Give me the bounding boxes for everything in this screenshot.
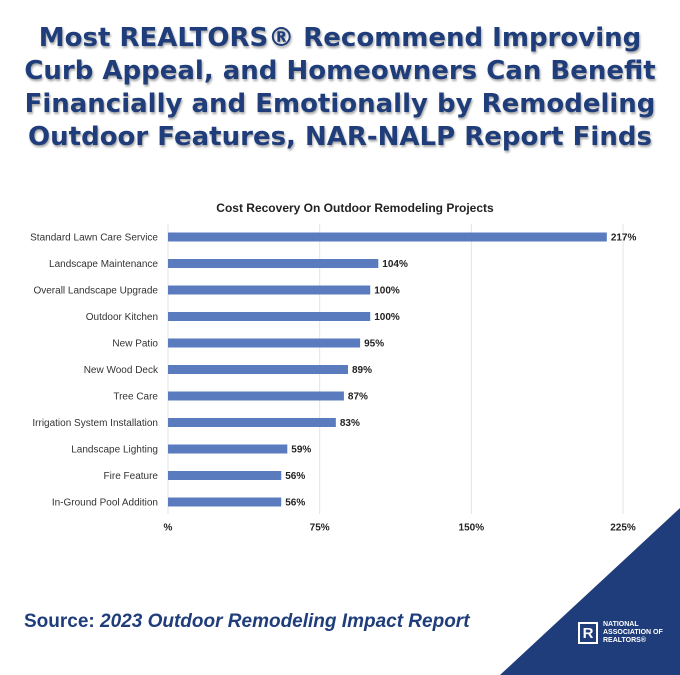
bar	[168, 312, 371, 321]
y-tick-label: Landscape Lighting	[71, 445, 158, 456]
headline: Most REALTORS® Recommend Improving Curb …	[24, 23, 656, 152]
y-tick-label: New Wood Deck	[84, 365, 159, 376]
y-tick-label: Landscape Maintenance	[49, 259, 158, 270]
bar	[168, 365, 348, 374]
y-tick-label: New Patio	[112, 339, 158, 350]
value-label: 56%	[285, 471, 305, 482]
bar	[168, 418, 336, 427]
y-tick-label: Fire Feature	[104, 471, 159, 482]
value-label: 217%	[611, 233, 637, 244]
bar	[168, 391, 344, 401]
bar	[168, 444, 288, 454]
source: Source: 2023 Outdoor Remodeling Impact R…	[24, 610, 494, 634]
bar	[168, 259, 379, 268]
logo: R NATIONAL ASSOCIATION OF REALTORS®	[578, 621, 671, 645]
y-tick-label: In-Ground Pool Addition	[52, 498, 158, 509]
value-label: 100%	[374, 286, 400, 297]
source-prefix: Source:	[24, 611, 95, 632]
value-label: 100%	[374, 312, 400, 323]
logo-text: NATIONAL ASSOCIATION OF REALTORS®	[603, 621, 663, 644]
value-label: 89%	[352, 365, 372, 376]
value-label: 87%	[348, 392, 368, 403]
y-tick-label: Outdoor Kitchen	[86, 312, 158, 323]
value-label: 83%	[340, 418, 360, 429]
logo-mark: R	[578, 622, 598, 644]
x-tick-label: 225%	[610, 523, 636, 534]
value-label: 104%	[382, 259, 408, 270]
x-tick-label: 150%	[459, 523, 485, 534]
bar	[168, 285, 371, 295]
value-label: 56%	[285, 498, 305, 509]
bar	[168, 338, 361, 348]
bar	[168, 232, 607, 242]
y-tick-label: Standard Lawn Care Service	[30, 233, 158, 244]
bar	[168, 471, 282, 480]
y-tick-label: Irrigation System Installation	[32, 418, 158, 429]
value-label: 59%	[291, 445, 311, 456]
value-label: 95%	[364, 339, 384, 350]
chart-title: Cost Recovery On Outdoor Remodeling Proj…	[216, 201, 494, 215]
x-tick-label: 75%	[310, 523, 330, 534]
y-tick-label: Tree Care	[113, 392, 158, 403]
x-tick-label: %	[164, 523, 173, 534]
bar	[168, 497, 282, 507]
y-tick-label: Overall Landscape Upgrade	[33, 286, 158, 297]
source-title: 2023 Outdoor Remodeling Impact Report	[100, 611, 470, 632]
corner-shape	[500, 508, 680, 675]
